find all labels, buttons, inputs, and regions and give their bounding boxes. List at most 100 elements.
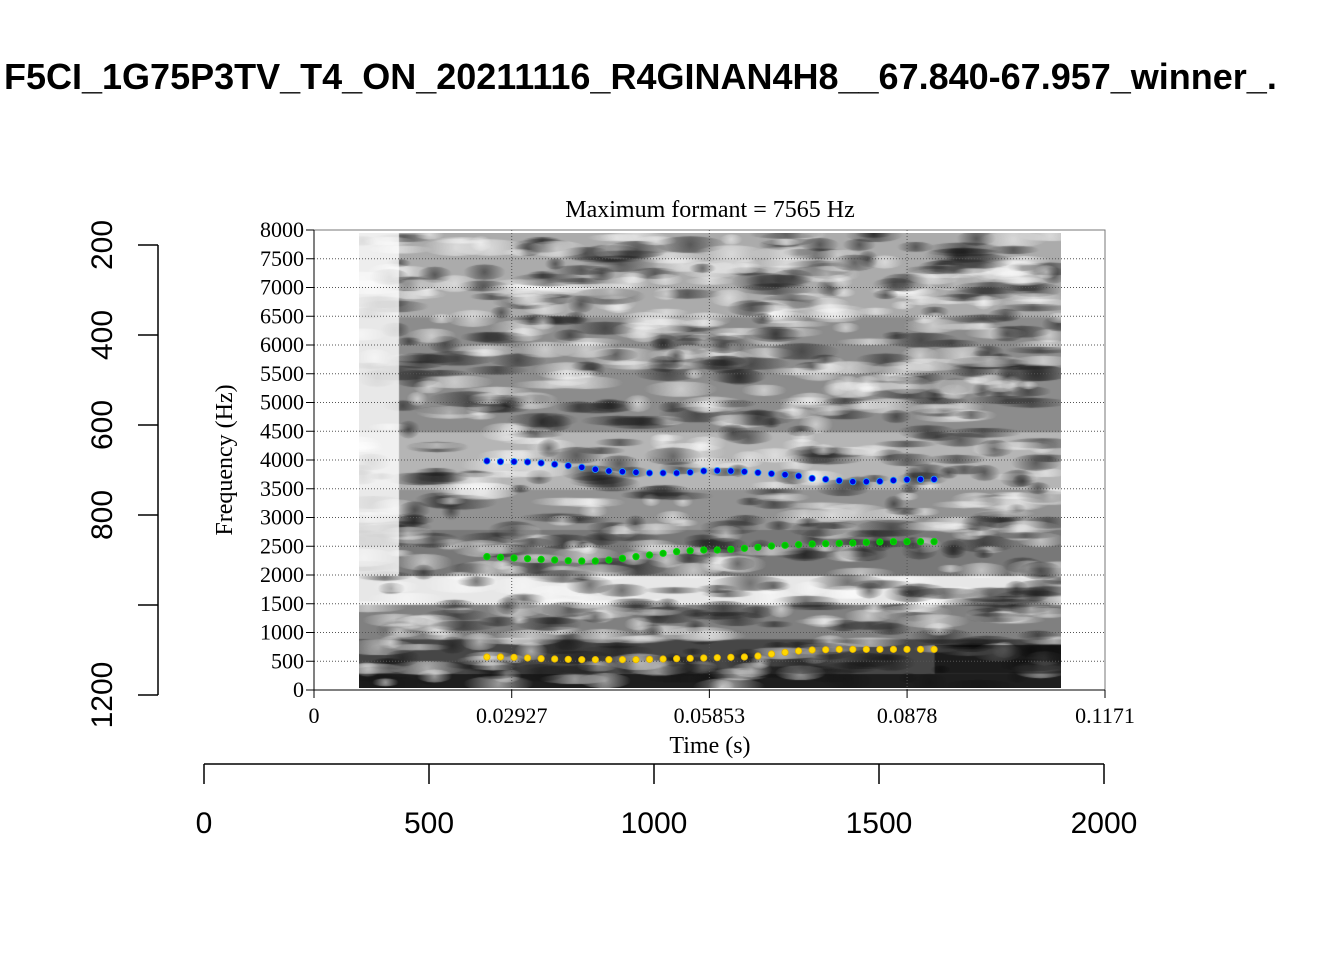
- formant-point-f3: [754, 469, 762, 477]
- formant-point-f1: [876, 645, 884, 653]
- y-tick-label: 0: [293, 677, 304, 702]
- y-tick-label: 7500: [260, 246, 304, 271]
- formant-point-f1: [659, 655, 667, 663]
- formant-point-f1: [903, 645, 911, 653]
- formant-point-f2: [496, 553, 505, 561]
- y-tick-label: 3000: [260, 505, 304, 530]
- formant-point-f3: [659, 469, 667, 477]
- y-tick-label: 3500: [260, 476, 304, 501]
- formant-point-f3: [632, 468, 640, 476]
- formant-point-f1: [496, 653, 505, 661]
- formant-point-f3: [605, 467, 613, 475]
- formant-point-f2: [659, 549, 667, 557]
- formant-point-f3: [700, 467, 708, 475]
- formant-point-f2: [889, 538, 898, 546]
- formant-point-f2: [835, 539, 843, 547]
- outer-bottom-tick-label: 1500: [846, 807, 913, 840]
- formant-point-f3: [645, 469, 654, 477]
- outer-bottom-tick-label: 2000: [1071, 807, 1138, 840]
- formant-point-f1: [727, 653, 735, 661]
- formant-point-f2: [916, 538, 925, 546]
- x-tick-label: 0.02927: [476, 703, 548, 728]
- x-axis-label: Time (s): [669, 733, 750, 759]
- formant-point-f2: [862, 538, 870, 546]
- y-tick-label: 7000: [260, 275, 304, 300]
- formant-point-f3: [740, 468, 748, 476]
- formant-point-f3: [551, 460, 559, 468]
- formant-point-f2: [727, 545, 735, 553]
- formant-point-f2: [523, 555, 532, 563]
- formant-point-f2: [781, 541, 789, 549]
- formant-point-f1: [483, 653, 491, 661]
- formant-point-f2: [686, 547, 694, 555]
- formant-point-f2: [849, 539, 857, 547]
- chart-title: F5CI_1G75P3TV_T4_ON_20211116_R4GINAN4H8_…: [4, 56, 1277, 97]
- formant-point-f1: [510, 653, 518, 661]
- formant-point-f1: [564, 655, 572, 663]
- formant-point-f1: [551, 655, 559, 663]
- formant-point-f3: [578, 463, 586, 471]
- formant-point-f3: [835, 477, 843, 485]
- formant-point-f3: [510, 458, 518, 466]
- formant-point-f1: [794, 647, 803, 655]
- formant-point-f1: [754, 652, 762, 660]
- y-tick-label: 4000: [260, 447, 304, 472]
- formant-point-f3: [781, 471, 789, 479]
- formant-point-f1: [645, 655, 654, 663]
- formant-point-f1: [523, 654, 532, 662]
- formant-point-f3: [673, 469, 681, 477]
- y-tick-label: 5500: [260, 361, 304, 386]
- y-tick-label: 4500: [260, 418, 304, 443]
- formant-point-f2: [618, 554, 627, 562]
- x-tick-label: 0.05853: [674, 703, 746, 728]
- formant-point-f3: [794, 472, 803, 480]
- outer-bottom-tick-label: 0: [196, 807, 213, 840]
- formant-point-f3: [889, 476, 898, 484]
- formant-point-f3: [713, 467, 721, 475]
- y-tick-label: 6000: [260, 332, 304, 357]
- outer-left-tick-label: 200: [86, 220, 119, 270]
- y-tick-label: 5000: [260, 390, 304, 415]
- formant-point-f2: [822, 540, 830, 548]
- formant-point-f2: [578, 557, 586, 565]
- formant-point-f3: [618, 468, 627, 476]
- formant-point-f1: [916, 645, 925, 653]
- formant-point-f2: [673, 548, 681, 556]
- formant-point-f2: [754, 543, 762, 551]
- formant-point-f3: [930, 475, 938, 483]
- formant-point-f1: [767, 650, 776, 658]
- formant-point-f2: [605, 556, 613, 564]
- y-tick-label: 1000: [260, 620, 304, 645]
- formant-point-f1: [781, 648, 789, 656]
- y-tick-label: 6500: [260, 303, 304, 328]
- outer-bottom-tick-label: 1000: [621, 807, 688, 840]
- formant-point-f2: [700, 546, 708, 554]
- formant-point-f3: [564, 462, 572, 470]
- formant-point-f1: [930, 645, 938, 653]
- formant-point-f1: [618, 656, 627, 664]
- formant-point-f3: [686, 468, 694, 476]
- outer-left-tick-label: 600: [86, 400, 119, 450]
- formant-point-f1: [849, 645, 857, 653]
- outer-left-tick-label: 1200: [86, 662, 119, 729]
- x-tick-label: 0: [309, 703, 320, 728]
- formant-point-f2: [537, 555, 545, 563]
- formant-point-f1: [686, 654, 694, 662]
- formant-point-f3: [849, 478, 857, 486]
- formant-point-f1: [862, 645, 870, 653]
- formant-point-f2: [767, 542, 776, 550]
- formant-point-f1: [578, 656, 586, 664]
- formant-point-f1: [537, 655, 545, 663]
- formant-point-f2: [794, 541, 803, 549]
- formant-point-f3: [916, 475, 925, 483]
- formant-point-f1: [835, 645, 843, 653]
- y-tick-label: 2500: [260, 533, 304, 558]
- outer-left-tick-label: 400: [86, 310, 119, 360]
- plot-title: Maximum formant = 7565 Hz: [565, 197, 855, 223]
- formant-point-f3: [727, 467, 735, 475]
- formant-point-f2: [713, 546, 721, 554]
- formant-point-f3: [591, 465, 599, 473]
- formant-point-f2: [632, 553, 640, 561]
- formant-point-f2: [551, 556, 559, 564]
